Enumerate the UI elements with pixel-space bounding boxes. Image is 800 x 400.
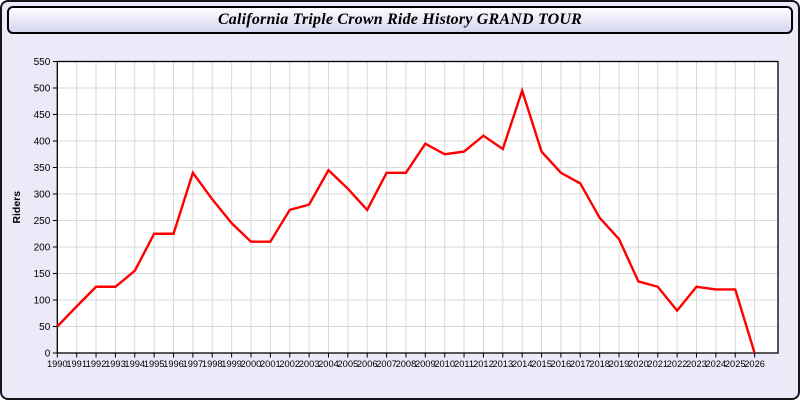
x-tick-label: 2025 <box>725 359 746 369</box>
data-line-riders <box>56 86 756 354</box>
axis-ticks <box>52 61 756 358</box>
x-tick-label: 2002 <box>279 359 300 369</box>
y-tick-label: 100 <box>34 296 51 307</box>
y-tick-label: 300 <box>34 190 51 201</box>
x-tick-label: 2007 <box>376 359 397 369</box>
y-tick-label: 250 <box>34 216 51 227</box>
x-tick-label: 2024 <box>706 359 727 369</box>
gridlines <box>57 61 778 353</box>
y-tick-label: 50 <box>39 322 51 333</box>
x-tick-label: 2006 <box>357 359 378 369</box>
x-tick-label: 2011 <box>454 359 474 369</box>
y-axis-title: Riders <box>11 191 23 224</box>
plot-area <box>57 61 779 353</box>
x-tick-label: 2001 <box>260 359 281 369</box>
x-tick-label: 2012 <box>473 359 494 369</box>
x-tick-label: 1991 <box>66 359 87 369</box>
plot-border <box>56 60 779 354</box>
x-tick-label: 2000 <box>241 359 262 369</box>
x-tick-label: 2023 <box>686 359 707 369</box>
x-tick-label: 1996 <box>163 359 184 369</box>
title-bar: California Triple Crown Ride History GRA… <box>7 6 793 34</box>
y-tick-labels: 0 50 100 150 200 250 300 350 400 450 500 550 <box>34 57 51 360</box>
x-tick-label: 1990 <box>47 359 68 369</box>
x-tick-label: 2009 <box>415 359 436 369</box>
y-tick-label: 450 <box>34 110 51 121</box>
x-tick-label: 2022 <box>667 359 688 369</box>
chart-title: California Triple Crown Ride History GRA… <box>217 11 583 28</box>
x-tick-label: 2021 <box>647 359 668 369</box>
x-tick-label: 2016 <box>551 359 572 369</box>
x-tick-label: 2015 <box>531 359 552 369</box>
x-tick-label: 2004 <box>318 359 339 369</box>
y-tick-label: 400 <box>34 137 51 148</box>
x-tick-label: 2020 <box>628 359 649 369</box>
x-tick-label: 2008 <box>396 359 417 369</box>
x-tick-label: 1997 <box>183 359 204 369</box>
x-tick-label: 1992 <box>86 359 107 369</box>
x-tick-label: 2019 <box>609 359 630 369</box>
x-tick-label: 2026 <box>744 359 765 369</box>
y-tick-label: 350 <box>34 163 51 174</box>
x-tick-label: 2018 <box>589 359 610 369</box>
y-tick-label: 200 <box>34 243 51 254</box>
y-tick-label: 500 <box>34 84 51 95</box>
y-tick-label: 0 <box>45 349 51 360</box>
x-tick-label: 2005 <box>337 359 358 369</box>
x-tick-label: 1994 <box>124 359 145 369</box>
x-tick-label: 2017 <box>570 359 591 369</box>
x-tick-labels: 1990199119921993199419951996199719981999… <box>47 359 765 369</box>
y-tick-label: 150 <box>34 269 51 280</box>
x-tick-label: 2014 <box>512 359 533 369</box>
x-tick-label: 2010 <box>434 359 455 369</box>
x-tick-label: 1998 <box>202 359 223 369</box>
x-tick-label: 1993 <box>105 359 126 369</box>
x-tick-label: 2013 <box>492 359 513 369</box>
x-tick-label: 2003 <box>299 359 320 369</box>
x-tick-label: 1995 <box>144 359 165 369</box>
x-tick-label: 1999 <box>221 359 242 369</box>
y-tick-label: 550 <box>34 57 51 68</box>
